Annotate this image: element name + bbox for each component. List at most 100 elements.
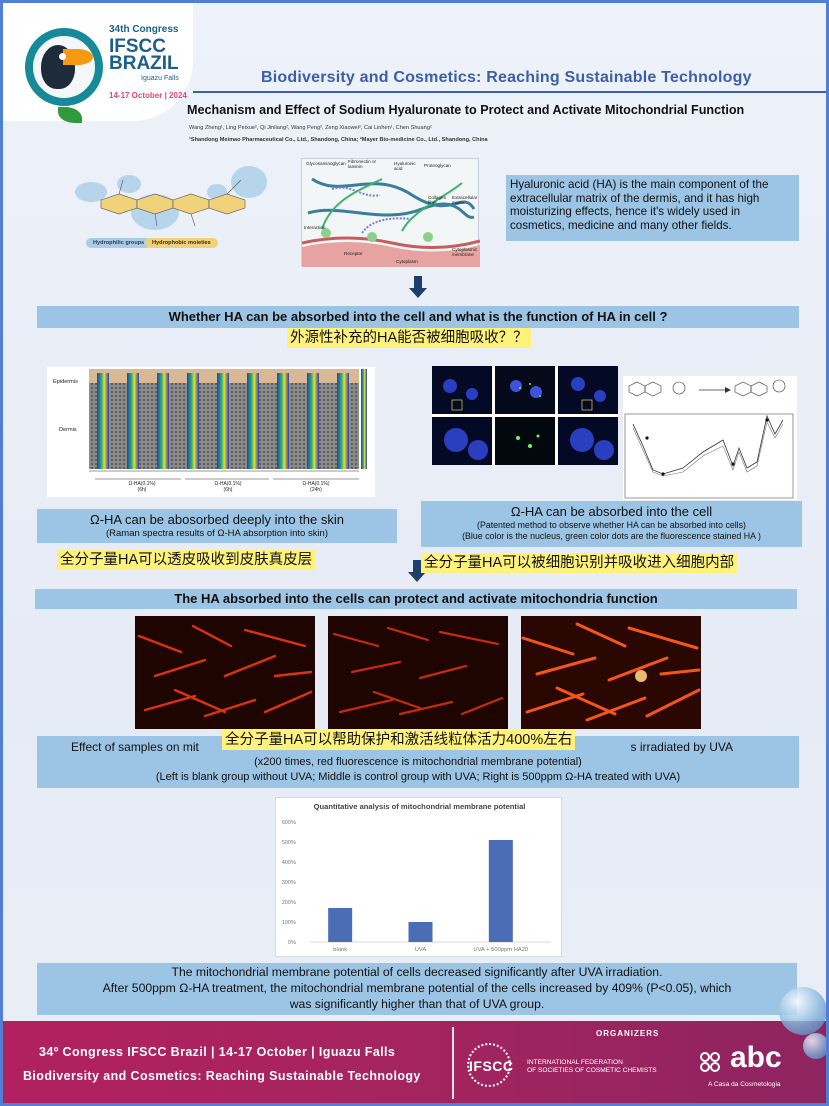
footer-band [3,1021,826,1103]
matrix-label-fibronectin: Fibronectin or laminin [348,159,377,169]
footer-tagline-line: Biodiversity and Cosmetics: Reaching Sus… [23,1069,421,1083]
micrograph-uva [328,616,508,729]
congress-number: 34th Congress [109,24,179,35]
header-tagline: Biodiversity and Cosmetics: Reaching Sus… [261,69,752,86]
raman-caption-sub: (Raman spectra results of Ω-HA absorptio… [106,528,328,539]
mito-caption-right: s irradiated by UVA [630,740,734,754]
mito-potential-chart: Quantitative analysis of mitochondrial m… [275,797,562,957]
question-banner: Whether HA can be absorbed into the cell… [37,306,799,328]
ha-molecule-figure [75,166,267,230]
congress-city: Iguazu Falls [141,75,179,82]
footer-congress-line: 34º Congress IFSCC Brazil | 14-17 Octobe… [39,1045,396,1059]
mito-cn-note: 全分子量HA可以帮助保护和激活线粒体活力400%左右 [222,730,576,750]
mito-caption-line-1: Effect of samples on mit s irradiated by… [37,739,799,755]
raman-epidermis-label: Epidermis [53,379,78,385]
matrix-label-receptor: Receptor [344,251,363,256]
raman-group-2-time: (6h) [223,487,233,493]
chart-x-tick: UVA + 500ppm HA20 [473,947,528,953]
matrix-label-collagen: Collagen fiber [428,195,447,205]
cell-fluorescence-figure [432,366,618,465]
hydrophilic-label: Hydrophilic groups [86,238,152,248]
chart-y-tick: 500% [282,840,296,846]
micrograph-blank [135,616,315,729]
matrix-label-cytoplasm: Cytoplasm [396,259,418,264]
chart-y-tick: 100% [282,920,296,926]
ifscc-logo-icon [467,1043,511,1087]
ifscc-full-line-1: INTERNATIONAL FEDERATION [527,1059,623,1066]
matrix-label-proteoglycan: Proteoglycan [424,163,451,168]
mito-caption-line-3: (Left is blank group without UVA; Middle… [155,771,681,783]
matrix-label-glycosaminoglycan: Glycosaminoglycan [306,161,346,166]
question-cn-note: 外源性补充的HA能否被细胞吸收？？ [287,328,531,348]
arrow-down-icon [409,276,427,298]
chart-y-tick: 400% [282,860,296,866]
congress-name: IFSCC BRAZIL [109,36,179,74]
mito-caption-left: Effect of samples on mit [71,740,199,754]
raman-group-3-name: Ω-HA(0.1%) [302,481,330,487]
footer-divider [452,1027,454,1099]
toucan-eye-shape [59,53,66,60]
ha-intro-box: Hyaluronic acid (HA) is the main compone… [506,175,799,241]
cells-caption-box: Ω-HA can be absorbed into the cell (Pate… [421,501,802,547]
cells-caption-sub-1: (Patented method to observe whether HA c… [477,520,746,530]
extracellular-matrix-figure: Glycosaminoglycan Fibronectin or laminin… [301,158,480,267]
mito-caption-line-2: (x200 times, red fluorescence is mitocho… [254,756,582,768]
chart-y-tick: 0% [288,940,296,946]
leaf-icon [58,107,82,123]
hydrophobic-label: Hydrophobic moieties [145,238,218,248]
chart-plot: 0% 100% 200% 300% 400% 500% 600% blank UVA UVA + … [282,820,551,953]
chart-y-tick: 200% [282,900,296,906]
mito-caption-box: Effect of samples on mit s irradiated by… [37,736,799,788]
arrow-down-icon-2 [408,560,426,582]
ifscc-full-name: INTERNATIONAL FEDERATION OF SOCIETIES OF… [527,1059,687,1075]
footer-organizers-label: ORGANIZERS [596,1029,660,1038]
chart-x-tick: UVA [415,947,427,953]
cells-caption-main: Ω-HA can be absorbed into the cell [510,504,713,519]
micrograph-ha-treated [521,616,701,729]
raman-spectra-figure: Epidermis Dermis Ω-HA(0.1%) (6h) Ω-HA(0.… [47,367,375,497]
raman-dermis-label: Dermis [59,427,77,433]
ifscc-full-line-2: OF SOCIETIES OF COSMETIC CHEMISTS [527,1067,657,1074]
chart-bar [328,908,353,942]
abc-logo-text: abc [730,1041,782,1074]
chart-title: Quantitative analysis of mitochondrial m… [313,802,526,811]
chart-bar [488,840,513,942]
header-divider [193,91,826,93]
cells-caption-sub-2: (Blue color is the nucleus, green color … [462,531,761,541]
raman-group-1-time: (6h) [137,487,147,493]
mito-banner: The HA absorbed into the cells can prote… [35,589,797,609]
raman-group-1-name: Ω-HA(0.1%) [128,481,156,487]
raman-caption-main: Ω-HA can be abosorbed deeply into the sk… [90,512,344,527]
chart-y-tick: 600% [282,820,296,826]
matrix-label-extracellular: Extracellular matrix [452,195,478,205]
congress-dates: 14-17 October | 2024 [109,91,187,100]
matrix-label-cytoplasmic: Cytoplasmic membrane [452,247,478,257]
raman-group-2-name: Ω-HA(0.1%) [214,481,242,487]
congress-name-line-2: BRAZIL [109,53,179,74]
paper-title: Mechanism and Effect of Sodium Hyalurona… [187,103,745,117]
result-line-2: After 500ppm Ω-HA treatment, the mitocho… [102,981,732,995]
raman-caption-box: Ω-HA can be abosorbed deeply into the sk… [37,509,397,543]
raman-cn-note: 全分子量HA可以透皮吸收到皮肤真皮层 [57,550,316,570]
abc-logo-icon [700,1052,720,1072]
chart-x-tick: blank [333,947,347,953]
paper-authors: Wang Zheng¹, Ling Peixue², Qi Jinliang²,… [189,125,432,131]
chart-y-tick: 300% [282,880,296,886]
matrix-label-hyaluronic-acid: Hyaluronic acid [394,161,416,171]
raman-group-3: Ω-HA(0.1%) (24h) [297,481,335,493]
abc-subtitle: A Casa da Cosmetologia [708,1081,781,1088]
water-bubble-decoration-small [803,1033,826,1059]
ifscc-logo-text: IFSCC [469,1058,514,1074]
toucan-beak-shape [63,49,93,65]
congress-name-line-1: IFSCC [109,36,166,57]
chart-bar [408,922,433,942]
paper-affiliations: ¹Shandong Meimao Pharmaceutical Co., Ltd… [189,137,488,143]
matrix-label-interaction: Interaction [304,225,326,230]
result-line-1: The mitochondrial membrane potential of … [171,965,663,979]
raman-group-1: Ω-HA(0.1%) (6h) [123,481,161,493]
result-line-3: was significantly higher than that of UV… [289,997,545,1011]
ftir-spectrum-figure [623,376,797,500]
cells-cn-note: 全分子量HA可以被细胞识别并吸收进入细胞内部 [421,553,738,573]
water-bubble-decoration [779,987,826,1035]
